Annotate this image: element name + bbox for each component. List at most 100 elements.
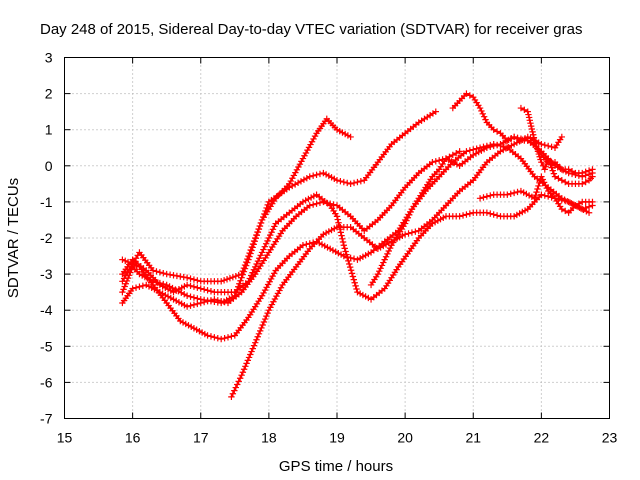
data-point-marker [527, 139, 535, 146]
data-point-marker [466, 92, 474, 99]
data-point-marker [270, 270, 278, 277]
x-axis-title: GPS time / hours [279, 458, 393, 475]
data-point-marker [357, 177, 365, 185]
x-tick-label: 20 [397, 430, 413, 446]
data-point-marker [386, 244, 394, 252]
data-point-marker [302, 149, 310, 157]
data-point-marker [306, 173, 313, 180]
data-point-marker [346, 263, 354, 271]
grid [64, 57, 610, 419]
data-point-marker [183, 303, 191, 310]
y-tick-label: -6 [40, 374, 53, 390]
data-point-marker [220, 277, 228, 284]
data-point-marker [229, 273, 237, 281]
data-point-marker [525, 114, 533, 121]
data-point-marker [544, 155, 552, 162]
data-point-marker [119, 256, 126, 263]
data-point-marker [249, 240, 257, 248]
data-point-marker [459, 212, 467, 219]
data-point-marker [258, 292, 266, 299]
data-point-marker [483, 209, 491, 216]
data-point-marker [130, 261, 137, 268]
data-point-marker [250, 237, 258, 245]
data-point-marker [265, 234, 273, 242]
data-point-marker [260, 246, 267, 253]
data-point-marker [334, 216, 341, 223]
data-point-marker [149, 267, 157, 274]
data-point-marker [350, 179, 358, 187]
data-point-marker [264, 201, 271, 209]
data-point-marker [294, 179, 302, 187]
data-point-marker [558, 133, 566, 141]
data-point-marker [292, 169, 299, 176]
data-point-marker [224, 334, 232, 341]
data-point-marker [404, 214, 412, 221]
data-point-marker [252, 339, 259, 346]
data-point-marker [200, 286, 208, 293]
data-point-marker [236, 280, 243, 287]
data-point-marker [263, 204, 270, 212]
data-point-marker [548, 143, 555, 151]
data-point-marker [305, 144, 313, 151]
data-point-marker [245, 252, 252, 260]
data-point-marker [525, 111, 532, 118]
data-point-marker [258, 249, 266, 256]
data-point-marker [160, 269, 167, 277]
data-point-marker [349, 273, 357, 280]
data-point-marker [268, 229, 275, 236]
data-point-marker [449, 151, 457, 159]
data-point-marker [579, 169, 586, 177]
data-point-marker [352, 282, 359, 290]
data-point-marker [269, 226, 277, 233]
data-point-marker [463, 90, 470, 97]
x-tick-label: 15 [57, 430, 73, 446]
series-track-5 [119, 140, 593, 343]
data-point-marker [232, 384, 239, 391]
y-axis-title: SDTVAR / TECUs [5, 178, 22, 298]
data-point-marker [253, 336, 260, 343]
data-point-marker [257, 327, 264, 335]
data-point-marker [524, 108, 531, 115]
data-point-marker [323, 199, 330, 207]
data-point-marker [380, 259, 387, 266]
data-point-marker [242, 363, 249, 370]
data-point-marker [507, 190, 514, 197]
data-point-marker [271, 295, 279, 303]
data-point-marker [133, 262, 140, 269]
data-point-marker [526, 117, 533, 124]
data-point-marker [194, 284, 201, 291]
data-point-marker [258, 324, 265, 332]
data-point-marker [401, 220, 409, 227]
data-point-marker [348, 270, 356, 277]
data-point-marker [170, 272, 177, 279]
data-point-marker [290, 172, 298, 179]
data-point-marker [217, 335, 225, 343]
data-point-marker [309, 201, 317, 208]
data-point-marker [589, 173, 596, 180]
data-point-marker [539, 176, 546, 183]
data-point-marker [259, 213, 267, 221]
data-point-marker [541, 192, 548, 199]
data-point-marker [239, 267, 246, 275]
data-point-marker [538, 140, 545, 148]
data-point-marker [228, 393, 235, 401]
data-point-marker [347, 180, 354, 188]
data-point-marker [232, 272, 239, 280]
data-point-marker [335, 219, 342, 226]
data-point-marker [406, 211, 413, 219]
data-point-marker [487, 141, 494, 149]
data-point-marker [122, 257, 129, 265]
data-point-marker [238, 371, 245, 379]
data-point-marker [183, 292, 191, 299]
data-point-marker [429, 158, 436, 166]
data-point-marker [247, 351, 254, 358]
data-point-marker [291, 181, 299, 188]
series-track-6 [228, 133, 566, 401]
data-point-marker [253, 260, 260, 268]
data-point-marker [514, 135, 521, 142]
data-point-marker [299, 242, 307, 249]
data-point-marker [127, 260, 135, 267]
data-point-marker [231, 387, 238, 394]
data-point-marker [507, 135, 514, 142]
